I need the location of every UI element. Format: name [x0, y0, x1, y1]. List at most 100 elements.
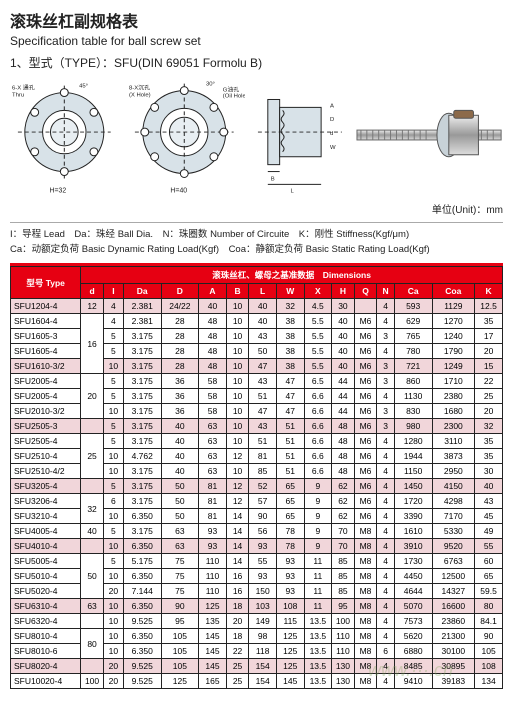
cell-L: 40 [249, 299, 277, 314]
cell-L: 149 [249, 614, 277, 629]
cell-type: SFU2510-4 [11, 449, 81, 464]
cell-D: 40 [161, 434, 199, 449]
cell-W: 51 [276, 419, 304, 434]
cell-D: 28 [161, 314, 199, 329]
cell-H: 44 [332, 404, 355, 419]
cell-L: 118 [249, 644, 277, 659]
cell-B: 22 [226, 644, 249, 659]
cell-D: 125 [161, 674, 199, 689]
cell-B: 14 [226, 554, 249, 569]
cell-A: 81 [199, 509, 227, 524]
cell-type: SFU5020-4 [11, 584, 81, 599]
cell-Coa: 1240 [432, 329, 475, 344]
cell-da: 6.350 [123, 509, 161, 524]
cell-type: SFU5005-4 [11, 554, 81, 569]
cell-D: 50 [161, 509, 199, 524]
cell-Ca: 3390 [394, 509, 432, 524]
cell-X: 13.5 [304, 644, 332, 659]
cell-A: 145 [199, 629, 227, 644]
cell-L: 81 [249, 449, 277, 464]
cell-Coa: 21300 [432, 629, 475, 644]
cell-K: 30 [475, 464, 503, 479]
cell-Ca: 780 [394, 344, 432, 359]
cell-A: 81 [199, 479, 227, 494]
cell-H: 95 [332, 599, 355, 614]
svg-text:G油孔: G油孔 [222, 86, 239, 94]
cell-L: 85 [249, 464, 277, 479]
cell-type: SFU1605-4 [11, 344, 81, 359]
cell-da: 9.525 [123, 659, 161, 674]
cell-i: 5 [103, 554, 123, 569]
cell-Coa: 1790 [432, 344, 475, 359]
cell-L: 40 [249, 314, 277, 329]
cell-L: 154 [249, 674, 277, 689]
cell-L: 43 [249, 374, 277, 389]
cell-A: 110 [199, 554, 227, 569]
cell-K: 17 [475, 329, 503, 344]
cell-i: 5 [103, 329, 123, 344]
cell-A: 48 [199, 359, 227, 374]
cell-da: 3.175 [123, 344, 161, 359]
svg-text:B: B [271, 176, 275, 182]
cell-B: 18 [226, 599, 249, 614]
cell-W: 93 [276, 584, 304, 599]
cell-Coa: 7170 [432, 509, 475, 524]
cell-Ca: 1610 [394, 524, 432, 539]
cell-Coa: 5330 [432, 524, 475, 539]
cell-D: 36 [161, 389, 199, 404]
cell-da: 3.175 [123, 404, 161, 419]
cell-da: 5.175 [123, 554, 161, 569]
cell-A: 48 [199, 329, 227, 344]
cell-W: 51 [276, 434, 304, 449]
cell-Ca: 5070 [394, 599, 432, 614]
cell-A: 93 [199, 539, 227, 554]
cell-A: 135 [199, 614, 227, 629]
diagram-row: 6-X 通孔 Thru 45° H=32 8-X沉孔 (X Hole) 30° … [10, 77, 503, 197]
cell-K: 45 [475, 509, 503, 524]
cell-K: 65 [475, 569, 503, 584]
cell-i: 10 [103, 569, 123, 584]
cell-X: 6.6 [304, 419, 332, 434]
cell-da: 6.350 [123, 629, 161, 644]
cell-L: 150 [249, 584, 277, 599]
cell-X: 6.6 [304, 464, 332, 479]
cell-Coa: 39183 [432, 674, 475, 689]
cell-Q: M6 [354, 389, 377, 404]
table-row: SFU1604-41642.38128481040385.540M6462912… [11, 314, 503, 329]
cell-H: 48 [332, 464, 355, 479]
cell-W: 38 [276, 344, 304, 359]
th-d: d [81, 284, 104, 299]
cell-N: 4 [377, 299, 395, 314]
svg-text:30°: 30° [206, 82, 215, 88]
cell-Coa: 1680 [432, 404, 475, 419]
cell-H: 85 [332, 569, 355, 584]
cell-Q: M6 [354, 509, 377, 524]
cell-A: 125 [199, 599, 227, 614]
cell-W: 38 [276, 359, 304, 374]
cell-N: 3 [377, 374, 395, 389]
cell-Coa: 1710 [432, 374, 475, 389]
cell-Q: M6 [354, 494, 377, 509]
th-B: B [226, 284, 249, 299]
cell-d [81, 479, 104, 494]
cell-D: 28 [161, 344, 199, 359]
cell-da: 6.350 [123, 599, 161, 614]
cell-L: 55 [249, 554, 277, 569]
cell-Ca: 1730 [394, 554, 432, 569]
cell-Coa: 12500 [432, 569, 475, 584]
cell-Coa: 2300 [432, 419, 475, 434]
svg-text:6-X 通孔: 6-X 通孔 [12, 84, 35, 92]
cell-A: 81 [199, 494, 227, 509]
cell-L: 57 [249, 494, 277, 509]
cell-D: 28 [161, 359, 199, 374]
diagram-section: B L A D d W [253, 77, 347, 197]
table-row: SFU2005-42053.17536581043476.544M6386017… [11, 374, 503, 389]
cell-N: 4 [377, 344, 395, 359]
cell-i: 5 [103, 374, 123, 389]
cell-Q: M8 [354, 569, 377, 584]
cell-Ca: 9410 [394, 674, 432, 689]
cell-W: 51 [276, 464, 304, 479]
cell-W: 65 [276, 479, 304, 494]
cell-H: 48 [332, 449, 355, 464]
cell-W: 51 [276, 449, 304, 464]
